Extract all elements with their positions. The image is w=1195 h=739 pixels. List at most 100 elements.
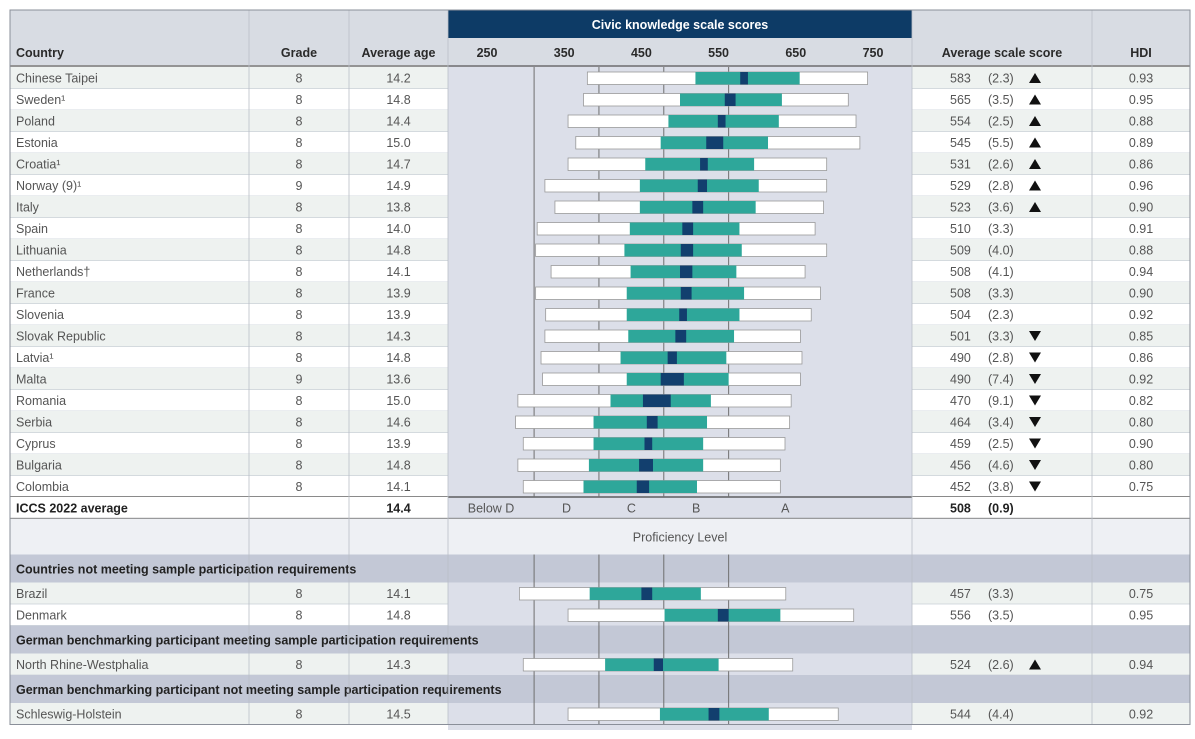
- grade-value: 8: [296, 93, 303, 107]
- axis-tick-label: 650: [785, 46, 806, 60]
- average-score-value: 509: [950, 244, 971, 258]
- hdi-value: 0.75: [1129, 480, 1153, 494]
- header-bg-left: [10, 10, 448, 65]
- country-name: Brazil: [16, 587, 47, 601]
- grade-value: 8: [296, 244, 303, 258]
- significantly-below-icon: [1029, 438, 1041, 449]
- average-age-value: 14.3: [386, 330, 410, 344]
- significantly-above-icon: [1029, 116, 1041, 126]
- average-age-value: 14.4: [386, 502, 410, 516]
- grade-value: 8: [296, 308, 303, 322]
- table-border: [9, 9, 1191, 725]
- hdi-value: 0.94: [1129, 658, 1153, 672]
- proficiency-level-label: B: [692, 502, 700, 516]
- significantly-above-icon: [1029, 94, 1041, 105]
- grade-value: 8: [296, 158, 303, 172]
- grade-value: 8: [296, 265, 303, 279]
- average-score-value: 464: [950, 416, 971, 430]
- average-score-value: 583: [950, 72, 971, 86]
- standard-error-value: (3.5): [988, 609, 1014, 623]
- caption-row-bg: [912, 518, 1190, 555]
- country-name: Croatia¹: [16, 158, 60, 172]
- average-score-value: 452: [950, 480, 971, 494]
- average-score-value: 456: [950, 459, 971, 473]
- average-age-value: 13.8: [386, 201, 410, 215]
- mean-confidence-interval: [680, 287, 692, 300]
- hdi-value: 0.80: [1129, 459, 1153, 473]
- mean-confidence-interval: [708, 708, 720, 721]
- table-row: Latvia¹ 8 14.8 490 (2.8) 0.86: [16, 351, 1153, 365]
- table-row: Brazil 8 14.1 457 (3.3) 0.75: [16, 587, 1153, 601]
- mean-confidence-interval: [697, 179, 708, 192]
- section-title: Countries not meeting sample participati…: [16, 563, 356, 577]
- standard-error-value: (2.6): [988, 158, 1014, 172]
- table-row: France 8 13.9 508 (3.3) 0.90: [16, 287, 1153, 301]
- hdi-value: 0.92: [1129, 373, 1153, 387]
- country-name: Chinese Taipei: [16, 72, 98, 86]
- country-name: Serbia: [16, 416, 52, 430]
- table-row: Slovak Republic 8 14.3 501 (3.3) 0.85: [16, 330, 1153, 344]
- proficiency-level-label: Below D: [468, 502, 515, 516]
- row-bg: [10, 653, 448, 675]
- table-row: Slovenia 8 13.9 504 (2.3) 0.92: [16, 308, 1153, 322]
- significantly-above-icon: [1029, 159, 1041, 169]
- table-row: Denmark 8 14.8 556 (3.5) 0.95: [16, 609, 1153, 623]
- row-bg: [10, 411, 448, 433]
- country-name: Schleswig-Holstein: [16, 708, 122, 722]
- standard-error-value: (7.4): [988, 373, 1014, 387]
- caption-row-bg: [448, 518, 912, 555]
- row-bg: [10, 703, 448, 725]
- axis-tick-label: 450: [631, 46, 652, 60]
- country-name: France: [16, 287, 55, 301]
- standard-error-value: (3.5): [988, 93, 1014, 107]
- average-score-value: 508: [950, 287, 971, 301]
- average-age-value: 14.1: [386, 265, 410, 279]
- average-row-bg: [912, 497, 1190, 519]
- significantly-above-icon: [1029, 180, 1041, 191]
- average-label: ICCS 2022 average: [16, 502, 128, 516]
- standard-error-value: (4.6): [988, 459, 1014, 473]
- country-name: Slovenia: [16, 308, 64, 322]
- hdi-value: 0.95: [1129, 609, 1153, 623]
- table-row: Croatia¹ 8 14.7 531 (2.6) 0.86: [16, 158, 1153, 172]
- significantly-above-icon: [1029, 73, 1041, 83]
- row-bg: [10, 282, 448, 304]
- significantly-above-icon: [1029, 202, 1041, 212]
- grade-value: 8: [296, 287, 303, 301]
- grade-value: 8: [296, 222, 303, 236]
- average-score-value: 470: [950, 394, 971, 408]
- header-bg-right: [912, 10, 1190, 65]
- mean-confidence-interval: [680, 244, 694, 257]
- row-bg: [10, 368, 448, 390]
- standard-error-value: (9.1): [988, 394, 1014, 408]
- standard-error-value: (4.1): [988, 265, 1014, 279]
- average-age-value: 14.9: [386, 179, 410, 193]
- row-bg: [912, 582, 1190, 604]
- percentile-25-75-bar: [645, 158, 755, 171]
- average-score-value: 529: [950, 179, 971, 193]
- standard-error-value: (3.4): [988, 416, 1014, 430]
- section-title: German benchmarking participant meeting …: [16, 634, 479, 648]
- average-age-value: 15.0: [386, 394, 410, 408]
- grade-value: 9: [296, 179, 303, 193]
- row-bg: [10, 325, 448, 347]
- axis-tick-label: 550: [708, 46, 729, 60]
- significantly-below-icon: [1029, 481, 1041, 492]
- significantly-below-icon: [1029, 417, 1041, 427]
- country-name: Romania: [16, 394, 66, 408]
- table-row: Estonia 8 15.0 545 (5.5) 0.89: [16, 136, 1153, 150]
- row-bg: [912, 325, 1190, 347]
- table-row: Chinese Taipei 8 14.2 583 (2.3) 0.93: [16, 72, 1153, 86]
- country-name: Netherlands†: [16, 265, 90, 279]
- col-header-average-age: Average age: [362, 46, 436, 60]
- hdi-value: 0.75: [1129, 587, 1153, 601]
- mean-confidence-interval: [740, 72, 748, 85]
- mean-confidence-interval: [636, 480, 650, 493]
- grade-value: 8: [296, 459, 303, 473]
- row-bg: [912, 196, 1190, 218]
- row-bg: [10, 582, 448, 604]
- hdi-value: 0.92: [1129, 308, 1153, 322]
- country-name: Lithuania: [16, 244, 67, 258]
- country-name: Latvia¹: [16, 351, 54, 365]
- table-row: Norway (9)¹ 9 14.9 529 (2.8) 0.96: [16, 179, 1153, 193]
